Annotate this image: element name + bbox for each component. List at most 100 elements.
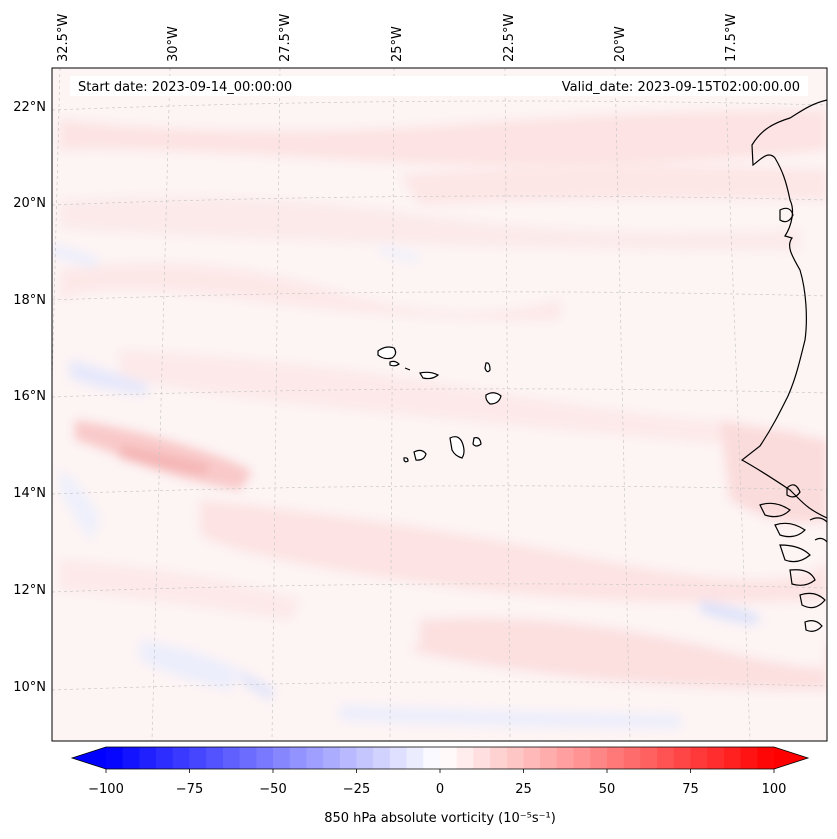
colorbar-segment xyxy=(139,747,157,769)
colorbar-tick: 25 xyxy=(515,769,532,797)
colorbar-label: 850 hPa absolute vorticity (10⁻⁵s⁻¹) xyxy=(324,811,556,826)
colorbar-segment xyxy=(673,747,692,769)
colorbar-segment xyxy=(623,747,641,769)
island-sal xyxy=(484,362,491,373)
colorbar-segment xyxy=(506,747,525,769)
colorbar-segment xyxy=(473,747,491,769)
colorbar-segment xyxy=(256,747,274,769)
colorbar-segments xyxy=(106,747,775,769)
colorbar-segment xyxy=(556,747,575,769)
lat-label-18n: 18°N xyxy=(13,293,46,308)
colorbar-tick-label: −100 xyxy=(88,782,124,797)
africa-coast xyxy=(740,99,827,519)
colorbar-segment xyxy=(440,747,458,769)
colorbar-segment xyxy=(122,747,140,769)
colorbar-segment xyxy=(289,747,307,769)
lat-label-14n: 14°N xyxy=(13,486,46,501)
colorbar-tick: −100 xyxy=(88,769,124,797)
colorbar-segment xyxy=(106,747,124,769)
lon-label-17-5w: 17.5°W xyxy=(724,14,739,62)
island-santo-antao xyxy=(377,346,397,360)
colorbar-segment xyxy=(206,747,224,769)
colorbar-segment xyxy=(373,747,391,769)
island-boa-vista xyxy=(485,392,502,405)
colorbar-segment xyxy=(590,747,608,769)
vorticity-field xyxy=(52,110,827,728)
island-santiago xyxy=(449,436,465,459)
colorbar-tick: 100 xyxy=(762,769,787,797)
lon-label-25w: 25°W xyxy=(390,26,405,62)
colorbar-segment xyxy=(306,747,324,769)
lat-label-20n: 20°N xyxy=(13,196,46,211)
lon-label-22-5w: 22.5°W xyxy=(502,14,517,62)
island-brava xyxy=(403,457,409,463)
lon-label-30w: 30°W xyxy=(166,26,181,62)
colorbar-tick-label: 75 xyxy=(682,782,699,797)
colorbar-segment xyxy=(406,747,424,769)
colorbar-segment xyxy=(740,747,758,769)
colorbar-segment xyxy=(273,747,291,769)
colorbar-tick: 50 xyxy=(599,769,616,797)
colorbar-tick-label: −75 xyxy=(176,782,203,797)
colorbar-tick-label: 25 xyxy=(515,782,532,797)
lon-label-20w: 20°W xyxy=(613,26,628,62)
colorbar-segment xyxy=(456,747,474,769)
valid-date-text: Valid_date: 2023-09-15T02:00:00.00 xyxy=(562,80,800,95)
graticule xyxy=(52,68,827,741)
colorbar-tick-label: −25 xyxy=(343,782,370,797)
colorbar-tick: −50 xyxy=(259,769,287,797)
colorbar-segment xyxy=(707,747,725,769)
colorbar-segment xyxy=(189,747,207,769)
latitude-labels: 22°N 20°N 18°N 16°N 14°N 12°N 10°N xyxy=(13,100,46,695)
colorbar-segment xyxy=(222,747,241,769)
colorbar: −100 −75 −50 −25 0 25 50 75 100 850 hPa … xyxy=(70,746,810,826)
longitude-labels: 32.5°W 30°W 27.5°W 25°W 22.5°W 20°W 17.5… xyxy=(56,14,739,62)
colorbar-segment xyxy=(573,747,591,769)
colorbar-tick: 0 xyxy=(436,769,444,797)
lat-label-10n: 10°N xyxy=(13,680,46,695)
colorbar-tick: −75 xyxy=(176,769,203,797)
island-sao-nicolau xyxy=(419,371,440,380)
colorbar-extend-high xyxy=(774,747,808,769)
colorbar-segment xyxy=(640,747,658,769)
lat-label-22n: 22°N xyxy=(13,100,46,115)
colorbar-segment xyxy=(323,747,341,769)
coastline xyxy=(740,99,827,632)
lon-label-27-5w: 27.5°W xyxy=(278,14,293,62)
header-box xyxy=(70,76,808,96)
island-sao-vicente xyxy=(389,360,400,367)
colorbar-segment xyxy=(607,747,625,769)
start-date-text: Start date: 2023-09-14_00:00:00 xyxy=(78,80,292,95)
colorbar-segment xyxy=(156,747,174,769)
island-fogo xyxy=(413,449,427,461)
colorbar-tick-label: 0 xyxy=(436,782,444,797)
colorbar-segment xyxy=(523,747,541,769)
colorbar-segment xyxy=(239,747,257,769)
lon-label-32-5w: 32.5°W xyxy=(56,14,71,62)
colorbar-segment xyxy=(339,747,358,769)
cape-verde-islands xyxy=(377,346,502,463)
island-santa-luzia xyxy=(404,367,411,371)
colorbar-segment xyxy=(356,747,374,769)
colorbar-segment xyxy=(757,747,775,769)
coast-inlet xyxy=(779,207,794,223)
colorbar-ticks: −100 −75 −50 −25 0 25 50 75 100 xyxy=(88,769,786,797)
colorbar-tick-label: −50 xyxy=(259,782,286,797)
colorbar-tick: −25 xyxy=(343,769,370,797)
colorbar-segment xyxy=(657,747,675,769)
colorbar-tick-label: 100 xyxy=(762,782,787,797)
colorbar-segment xyxy=(389,747,408,769)
lat-label-12n: 12°N xyxy=(13,583,46,598)
colorbar-segment xyxy=(490,747,508,769)
colorbar-extend-low xyxy=(72,747,106,769)
colorbar-segment xyxy=(690,747,708,769)
map-panel: Start date: 2023-09-14_00:00:00 Valid_da… xyxy=(13,14,828,742)
colorbar-tick-label: 50 xyxy=(599,782,616,797)
colorbar-segment xyxy=(540,747,558,769)
colorbar-segment xyxy=(172,747,191,769)
map-frame xyxy=(51,67,828,742)
lat-label-16n: 16°N xyxy=(13,389,46,404)
island-maio xyxy=(472,437,482,447)
colorbar-segment xyxy=(423,747,441,769)
